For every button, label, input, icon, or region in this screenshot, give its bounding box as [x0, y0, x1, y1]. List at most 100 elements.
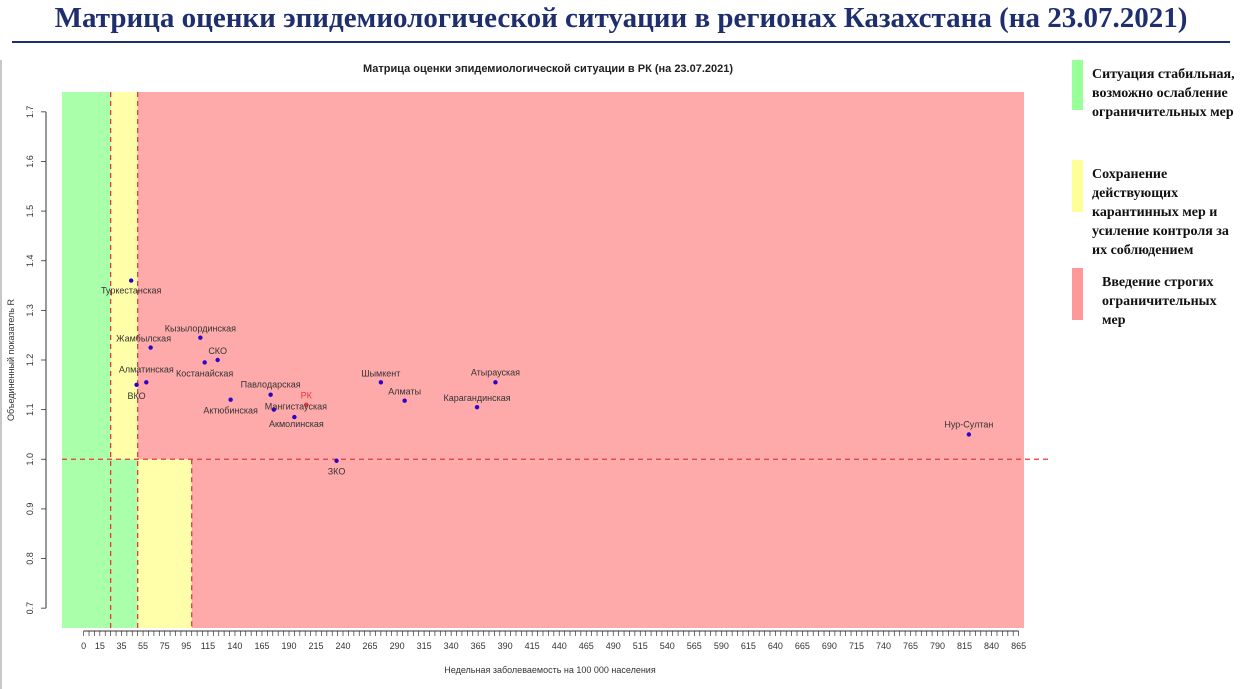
data-point-label: Алматы — [388, 387, 421, 397]
y-tick-label: 1.0 — [25, 453, 35, 466]
x-tick-label: 665 — [795, 641, 810, 651]
data-point-label: Атырауская — [471, 367, 520, 377]
data-point-label: Туркестанская — [101, 286, 162, 296]
x-tick-label: 390 — [498, 641, 513, 651]
data-point-label: Мангистауская — [265, 402, 327, 412]
legend-label-maintain: Сохранение действующих карантинных мер и… — [1092, 167, 1229, 258]
data-point — [228, 397, 233, 402]
data-point-label: Карагандинская — [444, 393, 511, 403]
data-point-label: Жамбылская — [116, 334, 171, 344]
x-tick-label: 740 — [876, 641, 891, 651]
data-point-label: Алматинская — [119, 364, 174, 374]
data-point-label: ВКО — [128, 391, 146, 401]
x-tick-label: 540 — [660, 641, 675, 651]
zones-layer — [62, 92, 1025, 628]
data-point-label: СКО — [208, 346, 227, 356]
x-tick-label: 240 — [336, 641, 351, 651]
x-tick-label: 415 — [525, 641, 540, 651]
zone-green — [62, 459, 138, 628]
data-point-label: Нур-Султан — [944, 419, 993, 429]
data-point — [304, 402, 309, 407]
data-point — [134, 382, 139, 388]
y-tick-label: 0.8 — [25, 552, 35, 565]
legend-label-stable: Ситуация стабильная, возможно ослабление… — [1092, 67, 1235, 120]
y-tick-label: 0.7 — [25, 602, 35, 615]
x-tick-label: 215 — [308, 641, 323, 651]
reference-lines-layer — [62, 92, 1052, 628]
x-tick-label: 75 — [160, 641, 170, 651]
x-tick-label: 340 — [444, 641, 459, 651]
y-tick-label: 1.4 — [25, 254, 35, 267]
zone-red — [191, 459, 1024, 628]
x-tick-label: 365 — [471, 641, 486, 651]
data-point — [202, 360, 207, 365]
data-point-label: РК — [301, 391, 313, 401]
x-tick-label: 315 — [417, 641, 432, 651]
x-tick-label: 690 — [822, 641, 837, 651]
data-point-label: Павлодарская — [241, 380, 301, 390]
x-tick-label: 115 — [201, 641, 215, 651]
x-tick-label: 35 — [116, 641, 126, 651]
x-tick-label: 615 — [741, 641, 756, 651]
x-tick-label: 190 — [281, 641, 296, 651]
data-point — [268, 392, 273, 397]
legend-label-strict: Введение строгих ограничительных мер — [1102, 275, 1217, 328]
x-tick-label: 140 — [227, 641, 242, 651]
data-point-label: Акмолинская — [269, 419, 324, 429]
zone-yellow — [137, 459, 192, 628]
data-point-label: Костанайская — [176, 368, 233, 378]
data-point — [474, 404, 480, 410]
x-tick-label: 765 — [903, 641, 918, 651]
x-tick-label: 15 — [95, 641, 105, 651]
x-tick-label: 490 — [606, 641, 621, 651]
x-axis-label: Недельная заболеваемость на 100 000 насе… — [444, 665, 656, 675]
data-point — [198, 335, 203, 340]
x-tick-label: 515 — [633, 641, 648, 651]
y-tick-label: 1.1 — [25, 403, 35, 416]
data-point-label: ЗКО — [328, 467, 346, 477]
y-tick-label: 0.9 — [25, 503, 35, 516]
data-point — [148, 345, 153, 350]
data-point — [493, 380, 498, 385]
data-point — [144, 380, 149, 385]
x-tick-label: 95 — [181, 641, 191, 651]
axes-layer: 0 15 35 55 75 95 115 140 165 190 215 240 265 290 315 34… — [25, 106, 1026, 651]
data-point — [271, 407, 277, 412]
data-point — [966, 432, 972, 437]
x-tick-label: 865 — [1011, 641, 1026, 651]
data-point — [378, 380, 384, 385]
x-tick-label: 565 — [687, 641, 702, 651]
y-tick-label: 1.5 — [25, 205, 35, 218]
legend-swatch-red — [1072, 268, 1083, 320]
x-tick-label: 290 — [390, 641, 405, 651]
data-point-label: Актюбинская — [203, 406, 258, 416]
data-point — [128, 278, 134, 283]
x-tick-label: 715 — [849, 641, 864, 651]
x-tick-label: 440 — [552, 641, 567, 651]
data-point — [215, 357, 220, 363]
x-tick-label: 165 — [254, 641, 269, 651]
x-tick-label: 265 — [363, 641, 378, 651]
y-axis-label: Объединенный показатель R — [6, 299, 16, 422]
x-tick-label: 590 — [714, 641, 729, 651]
title-underline — [12, 41, 1230, 43]
y-tick-label: 1.6 — [25, 155, 35, 168]
left-border-rule — [0, 60, 2, 689]
zone-yellow — [110, 92, 138, 460]
x-tick-label: 55 — [138, 641, 148, 651]
x-tick-label: 815 — [957, 641, 972, 651]
y-tick-label: 1.7 — [25, 106, 35, 119]
data-point — [334, 458, 339, 463]
x-tick-label: 640 — [768, 641, 783, 651]
x-tick-label: 465 — [579, 641, 594, 651]
x-tick-label: 790 — [930, 641, 945, 651]
y-tick-label: 1.2 — [25, 354, 35, 367]
legend-swatch-yellow — [1072, 160, 1083, 212]
zone-green — [62, 92, 111, 460]
y-tick-label: 1.3 — [25, 304, 35, 317]
x-tick-label: 0 — [81, 641, 86, 651]
data-point — [402, 398, 407, 403]
data-point-label: Шымкент — [361, 368, 400, 378]
